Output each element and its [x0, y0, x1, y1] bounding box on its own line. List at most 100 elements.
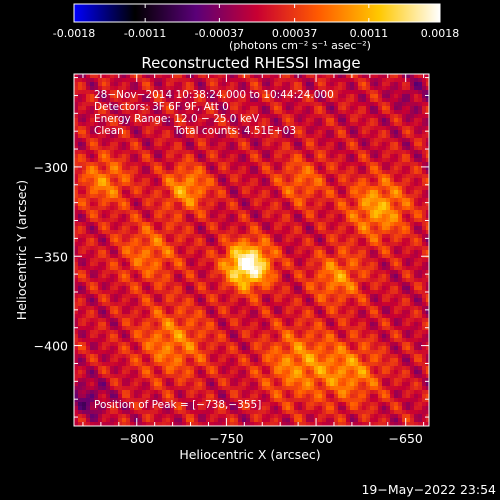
heatmap-cell — [202, 294, 206, 298]
heatmap-cell — [118, 174, 122, 178]
heatmap-cell — [314, 270, 318, 274]
heatmap-cell — [198, 134, 202, 138]
heatmap-cell — [246, 186, 250, 190]
heatmap-cell — [266, 202, 270, 206]
heatmap-cell — [186, 278, 190, 282]
heatmap-cell — [402, 78, 406, 82]
heatmap-cell — [342, 242, 346, 246]
heatmap-cell — [250, 114, 254, 118]
heatmap-cell — [146, 198, 150, 202]
heatmap-cell — [238, 234, 242, 238]
heatmap-cell — [322, 78, 326, 82]
heatmap-cell — [126, 174, 130, 178]
heatmap-cell — [310, 110, 314, 114]
heatmap-cell — [194, 98, 198, 102]
heatmap-cell — [78, 98, 82, 102]
heatmap-cell — [278, 146, 282, 150]
heatmap-cell — [162, 282, 166, 286]
heatmap-cell — [334, 258, 338, 262]
heatmap-cell — [278, 166, 282, 170]
heatmap-cell — [146, 274, 150, 278]
heatmap-cell — [190, 174, 194, 178]
heatmap-cell — [362, 270, 366, 274]
heatmap-cell — [122, 174, 126, 178]
heatmap-cell — [370, 114, 374, 118]
heatmap-cell — [74, 170, 78, 174]
heatmap-cell — [270, 150, 274, 154]
heatmap-cell — [294, 122, 298, 126]
heatmap-cell — [398, 182, 402, 186]
heatmap-cell — [234, 238, 238, 242]
heatmap-cell — [266, 218, 270, 222]
heatmap-cell — [298, 278, 302, 282]
heatmap-cell — [214, 146, 218, 150]
heatmap-cell — [238, 214, 242, 218]
heatmap-cell — [106, 250, 110, 254]
heatmap-cell — [346, 158, 350, 162]
heatmap-cell — [306, 246, 310, 250]
heatmap-cell — [362, 126, 366, 130]
heatmap-cell — [334, 98, 338, 102]
heatmap-cell — [194, 86, 198, 90]
heatmap-cell — [182, 146, 186, 150]
heatmap-cell — [86, 278, 90, 282]
heatmap-cell — [426, 238, 429, 242]
heatmap-cell — [170, 166, 174, 170]
heatmap-cell — [318, 162, 322, 166]
heatmap-cell — [426, 114, 429, 118]
heatmap-cell — [410, 186, 414, 190]
heatmap-cell — [198, 138, 202, 142]
heatmap-cell — [302, 130, 306, 134]
heatmap-cell — [146, 242, 150, 246]
heatmap-cell — [154, 234, 158, 238]
heatmap-cell — [102, 286, 106, 290]
heatmap-cell — [154, 114, 158, 118]
heatmap-cell — [354, 278, 358, 282]
heatmap-cell — [330, 234, 334, 238]
heatmap-cell — [410, 86, 414, 90]
heatmap-cell — [354, 106, 358, 110]
heatmap-cell — [282, 214, 286, 218]
heatmap-cell — [310, 114, 314, 118]
heatmap-cell — [338, 294, 342, 298]
heatmap-cell — [262, 158, 266, 162]
heatmap-cell — [262, 78, 266, 82]
heatmap-cell — [174, 190, 178, 194]
heatmap-cell — [182, 126, 186, 130]
heatmap-cell — [346, 162, 350, 166]
heatmap-cell — [342, 78, 346, 82]
heatmap-cell — [74, 282, 78, 286]
heatmap-cell — [334, 290, 338, 294]
heatmap-cell — [210, 118, 214, 122]
heatmap-cell — [130, 290, 134, 294]
heatmap-cell — [202, 166, 206, 170]
heatmap-cell — [258, 266, 262, 270]
heatmap-cell — [150, 214, 154, 218]
heatmap-cell — [294, 138, 298, 142]
heatmap-cell — [86, 182, 90, 186]
heatmap-cell — [166, 146, 170, 150]
heatmap-cell — [302, 82, 306, 86]
heatmap-cell — [402, 186, 406, 190]
heatmap-cell — [378, 78, 382, 82]
heatmap-cell — [98, 94, 102, 98]
colorbar-ticks: -0.0018 -0.0011 -0.00037 0.00037 0.0011 0.001… — [53, 4, 459, 40]
heatmap-cell — [258, 286, 262, 290]
heatmap-cell — [190, 166, 194, 170]
heatmap-cell — [374, 78, 378, 82]
heatmap-cell — [182, 98, 186, 102]
heatmap-cell — [314, 290, 318, 294]
heatmap-cell — [414, 222, 418, 226]
heatmap-cell — [366, 106, 370, 110]
heatmap-cell — [294, 94, 298, 98]
heatmap-cell — [390, 146, 394, 150]
heatmap-cell — [406, 102, 410, 106]
heatmap-cell — [274, 222, 278, 226]
heatmap-cell — [134, 266, 138, 270]
heatmap-cell — [186, 206, 190, 210]
heatmap-cell — [150, 190, 154, 194]
heatmap-cell — [414, 226, 418, 230]
heatmap-cell — [410, 226, 414, 230]
heatmap-cell — [78, 154, 82, 158]
heatmap-cell — [194, 262, 198, 266]
